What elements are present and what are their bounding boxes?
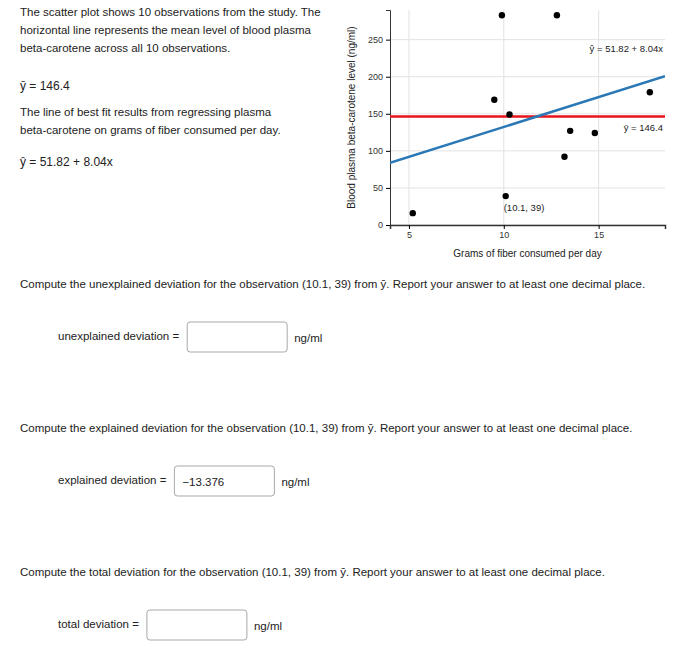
tick-mark (504, 225, 505, 229)
regression-label: ŷ = 51.82 + 8.04x (590, 43, 664, 54)
y-tick: 0 (378, 220, 390, 230)
answer-box[interactable] (147, 610, 247, 640)
tick-label: 5 (407, 230, 412, 240)
y-tick: 150 (368, 109, 390, 119)
answer-unit: ng/ml (254, 620, 282, 632)
regression-line (390, 76, 665, 162)
intro-text: horizontal line represents the mean leve… (20, 24, 311, 36)
point (567, 128, 573, 134)
answer-box[interactable] (174, 466, 274, 496)
tick-label: 0 (378, 220, 383, 230)
question-prompt: Compute the explained deviation for the … (20, 422, 632, 434)
y-tick: 250 (368, 35, 390, 45)
point (502, 193, 508, 199)
tick-label: 15 (594, 230, 604, 240)
regression-text: ŷ = 51.82 + 8.04x (20, 155, 113, 169)
tick-mark (409, 225, 410, 229)
regression-intro: The line of best fit results from regres… (20, 106, 272, 118)
grid-line (390, 76, 665, 77)
tick-mark (386, 225, 390, 226)
tick-mark (386, 188, 390, 189)
y-axis-line (386, 11, 391, 226)
point (647, 89, 653, 95)
grid (390, 10, 665, 225)
tick-mark (599, 225, 600, 229)
x-axis-title: Grams of fiber consumed per day (453, 248, 601, 259)
grid-line (390, 187, 665, 188)
point (592, 130, 598, 136)
chart: 0 50 100 150 200 250 5 10 15 Grams of fiber consu… (346, 10, 666, 259)
tick-label: 100 (368, 146, 383, 156)
tick-label: 10 (499, 230, 509, 240)
mean-line (390, 115, 665, 118)
answer-label: unexplained deviation = (58, 330, 179, 342)
mean-text: ȳ = 146.4 (20, 79, 70, 93)
answer-value: −13.376 (182, 476, 224, 488)
tick-mark (386, 114, 390, 115)
x-tick: 5 (407, 225, 412, 240)
intro-text: The scatter plot shows 10 observations f… (20, 6, 321, 18)
question-prompt: Compute the unexplained deviation for th… (20, 278, 645, 290)
point (561, 154, 567, 160)
answer-unit: ng/ml (281, 476, 309, 488)
page: The scatter plot shows 10 observations f… (0, 0, 673, 651)
y-tick: 50 (373, 183, 390, 193)
regression-intro: beta-carotene on grams of fiber consumed… (20, 124, 281, 136)
tick-label: 200 (368, 72, 383, 82)
point (410, 210, 416, 216)
x-axis-line (391, 226, 666, 230)
y-axis: 0 50 100 150 200 250 (368, 11, 391, 231)
annotation: (10.1, 39) (504, 202, 545, 213)
tick-label: 250 (368, 35, 383, 45)
y-tick: 200 (368, 72, 390, 82)
x-tick: 15 (594, 225, 604, 240)
point (491, 97, 497, 103)
intro-text: beta-carotene across all 10 observations… (20, 42, 230, 54)
answer-unit: ng/ml (294, 332, 322, 344)
tick-label: 50 (373, 183, 383, 193)
answer-label: explained deviation = (58, 474, 167, 486)
mean-label: ȳ = 146.4 (624, 122, 663, 133)
answer-label: total deviation = (58, 618, 139, 630)
y-axis-title: Blood plasma beta-carotene level (ng/ml) (346, 26, 357, 208)
y-tick: 100 (368, 146, 390, 156)
question-prompt: Compute the total deviation for the obse… (20, 566, 605, 578)
tick-mark (386, 151, 390, 152)
x-tick: 10 (499, 225, 509, 240)
grid-line (390, 113, 665, 114)
tick-mark (386, 40, 390, 41)
x-axis: 5 10 15 (391, 225, 666, 240)
point (554, 12, 560, 18)
answer-box[interactable] (187, 322, 287, 352)
point (506, 111, 512, 117)
tick-label: 150 (368, 109, 383, 119)
marks (390, 12, 665, 216)
point (499, 12, 505, 18)
grid-line (390, 39, 665, 40)
tick-mark (386, 77, 390, 78)
